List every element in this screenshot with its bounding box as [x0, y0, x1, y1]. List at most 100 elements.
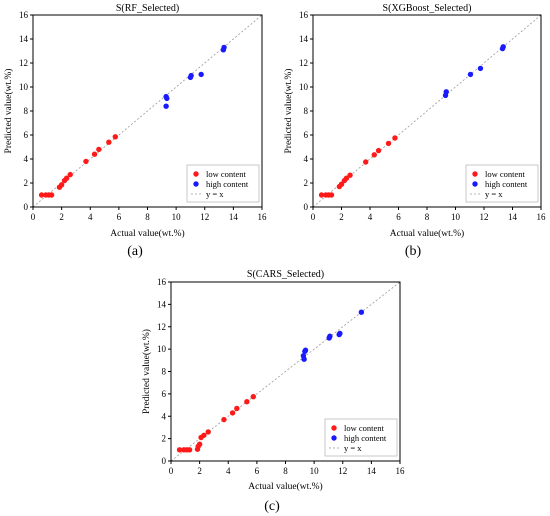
legend-marker [331, 435, 337, 441]
data-point [327, 333, 333, 339]
y-tick-label: 14 [299, 34, 309, 44]
x-axis-label: Actual value(wt.%) [390, 228, 464, 239]
legend-box [186, 164, 260, 203]
y-tick-label: 10 [157, 344, 167, 354]
y-tick-label: 0 [162, 456, 167, 466]
legend-box [465, 164, 539, 203]
data-point [91, 151, 98, 157]
x-tick-label: 2 [59, 212, 64, 222]
data-point [477, 65, 484, 72]
data-point [300, 353, 307, 359]
data-point [38, 192, 45, 198]
chart-title: S(XGBoost_Selected) [383, 3, 472, 14]
x-tick-label: 14 [229, 212, 239, 222]
x-tick-label: 14 [508, 212, 518, 222]
series-low-content [176, 393, 256, 453]
y-tick-label: 4 [304, 154, 309, 164]
y-tick-label: 6 [24, 130, 29, 140]
x-tick-label: 0 [169, 466, 174, 476]
y-tick-label: 16 [299, 10, 309, 20]
data-point [363, 159, 369, 165]
y-tick-label: 12 [157, 322, 166, 332]
data-point [221, 416, 227, 423]
x-tick-label: 10 [172, 212, 182, 222]
data-point [234, 405, 240, 412]
legend-label: y = x [485, 189, 503, 199]
data-point [221, 44, 227, 51]
data-point [244, 399, 250, 405]
y-tick-label: 2 [304, 178, 309, 188]
series-low-content [318, 135, 398, 198]
data-point [106, 139, 112, 145]
legend-box [324, 418, 398, 457]
data-point [112, 134, 118, 140]
x-tick-label: 4 [226, 466, 231, 476]
x-tick-label: 6 [117, 212, 122, 222]
x-axis-label: Actual value(wt.%) [110, 228, 184, 239]
y-tick-label: 14 [19, 34, 29, 44]
data-point [63, 175, 70, 181]
y-tick-label: 8 [304, 106, 309, 116]
y-tick-label: 6 [162, 389, 167, 399]
data-point [338, 181, 345, 187]
y-tick-label: 0 [304, 202, 309, 212]
chart-title: S(RF_Selected) [116, 3, 179, 14]
data-point [83, 158, 89, 165]
series-low-content [38, 134, 118, 198]
data-point [163, 103, 169, 109]
x-tick-label: 12 [200, 212, 209, 222]
y-tick-label: 4 [24, 154, 29, 164]
data-point [188, 72, 194, 79]
x-tick-label: 10 [310, 466, 320, 476]
data-point [58, 182, 65, 188]
data-point [229, 410, 236, 416]
series-high-content [300, 309, 365, 362]
data-point [96, 146, 102, 153]
data-point [343, 175, 350, 181]
legend-label: high content [344, 433, 387, 443]
x-tick-label: 6 [396, 212, 401, 222]
data-point [201, 432, 207, 438]
x-tick-label: 16 [396, 466, 406, 476]
data-point [467, 71, 474, 78]
x-tick-label: 12 [338, 466, 347, 476]
y-tick-label: 16 [19, 10, 29, 20]
y-tick-label: 4 [162, 411, 167, 421]
scatter-panel-3: S(CARS_Selected) 0 2 4 6 8 10 12 14 16 0 2 4 6 8 10 12 14… [141, 269, 405, 514]
y-axis-label: Predicted value(wt.%) [141, 329, 152, 414]
x-tick-label: 10 [451, 212, 461, 222]
legend-label: y = x [206, 189, 224, 199]
data-point [337, 330, 343, 337]
legend-label: y = x [344, 443, 362, 453]
data-point [392, 135, 398, 141]
data-point [176, 447, 183, 453]
data-point [67, 171, 73, 178]
legend-label: low content [206, 169, 247, 179]
data-point [500, 44, 506, 50]
legend-label: high content [485, 179, 528, 189]
y-tick-label: 2 [24, 178, 29, 188]
x-tick-label: 16 [258, 212, 268, 222]
data-point [358, 309, 365, 315]
legend-marker [472, 171, 478, 177]
x-tick-label: 12 [480, 212, 489, 222]
legend-marker [472, 181, 478, 187]
x-tick-label: 14 [367, 466, 377, 476]
y-tick-label: 12 [299, 58, 308, 68]
x-tick-label: 8 [283, 466, 288, 476]
x-tick-label: 8 [425, 212, 430, 222]
data-point [371, 152, 377, 158]
y-tick-label: 12 [19, 58, 28, 68]
y-axis-label: Predicted value(wt.%) [283, 69, 294, 154]
x-tick-label: 16 [537, 212, 547, 222]
data-point [205, 429, 211, 435]
y-tick-label: 8 [162, 367, 167, 377]
x-tick-label: 4 [368, 212, 373, 222]
data-point [302, 347, 309, 353]
legend-marker [193, 181, 199, 187]
data-point [196, 441, 203, 447]
data-point [318, 192, 325, 198]
legend-label: high content [206, 179, 249, 189]
